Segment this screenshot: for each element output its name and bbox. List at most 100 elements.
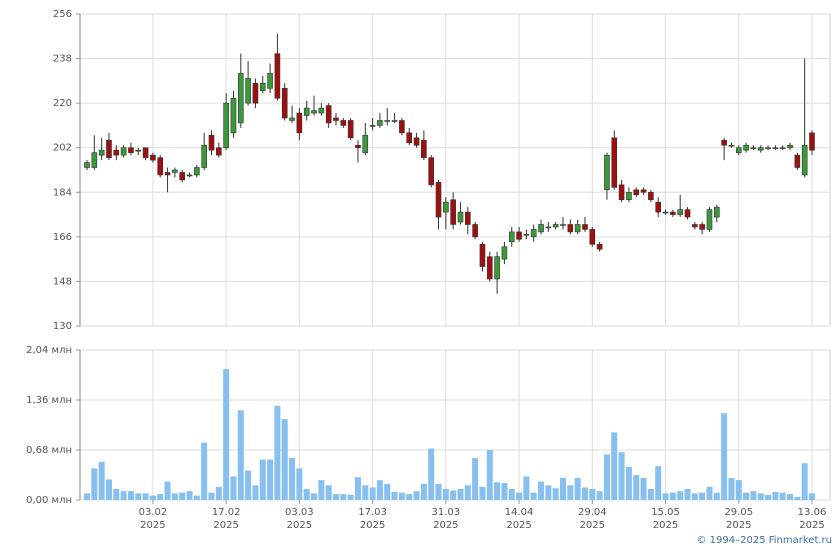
volume-bar — [706, 486, 713, 500]
volume-bar — [406, 494, 413, 500]
candle-body — [779, 147, 786, 150]
volume-bar — [347, 494, 354, 500]
candle-body — [252, 83, 259, 104]
candle-body — [245, 78, 251, 104]
volume-bar — [494, 482, 501, 500]
volume-bar — [552, 488, 559, 500]
volume-bar — [538, 481, 545, 500]
candle-body — [384, 120, 391, 122]
volume-bar — [567, 485, 574, 500]
volume-bar — [113, 488, 120, 500]
y-tick-label: 202 — [53, 143, 72, 154]
footer: © 1994–2025 Finmarket.ru — [696, 535, 832, 546]
volume-bar — [391, 491, 398, 500]
candle-body — [662, 211, 669, 214]
candle-body — [98, 149, 105, 156]
candle-body — [713, 206, 720, 218]
y-tick-label: 2,04 млн — [26, 345, 72, 356]
candle-body — [289, 117, 295, 121]
candle-body — [809, 132, 815, 151]
candle-body — [435, 182, 442, 218]
volume-bar — [428, 448, 435, 500]
candle-body — [560, 224, 566, 226]
candle-body — [611, 137, 618, 188]
candle-body — [303, 107, 310, 116]
volume-bar — [713, 492, 720, 500]
volume-bar — [245, 470, 252, 500]
volume-bar — [794, 497, 801, 500]
candle-body — [399, 120, 405, 134]
volume-bar — [625, 466, 632, 500]
y-tick-label: 1,36 млн — [26, 395, 72, 406]
volume-bar — [589, 488, 596, 500]
volume-bar — [325, 485, 332, 500]
volume-bar — [801, 463, 808, 500]
y-tick-label: 130 — [53, 321, 72, 332]
candle-body — [362, 135, 369, 153]
volume-bar — [274, 405, 281, 500]
candle-body — [223, 102, 229, 149]
volume-bar — [669, 492, 676, 500]
y-tick-label: 166 — [53, 232, 72, 243]
candle-body — [574, 224, 581, 233]
candle-body — [84, 162, 90, 168]
candle-body — [267, 73, 273, 89]
volume-bar — [757, 493, 764, 500]
y-tick-label: 238 — [53, 54, 72, 65]
candle-body — [640, 189, 647, 193]
volume-bar — [787, 494, 794, 500]
volume-bar — [464, 485, 471, 500]
volume-bar — [384, 483, 391, 500]
volume-bar — [354, 477, 361, 500]
candle-body — [582, 224, 588, 230]
volume-bar — [142, 493, 149, 500]
candle-body — [106, 139, 112, 158]
candle-body — [530, 229, 537, 238]
volume-bar — [516, 492, 523, 500]
volume-bar — [376, 480, 383, 500]
volume-bar — [472, 458, 479, 500]
candle-body — [208, 135, 215, 151]
volume-bar — [252, 485, 259, 500]
candle-body — [699, 224, 705, 230]
volume-bar — [267, 459, 274, 500]
volume-bar — [98, 461, 105, 500]
volume-bar — [677, 491, 684, 500]
candle-body — [801, 144, 808, 176]
candle-body — [237, 73, 244, 124]
candle-body — [772, 147, 779, 150]
volume-bar — [743, 492, 750, 500]
volume-bar — [750, 491, 757, 500]
candle-body — [721, 139, 727, 146]
candle-body — [450, 199, 456, 225]
candle-body — [589, 229, 596, 245]
candle-body — [406, 132, 413, 144]
volume-bar — [618, 452, 625, 500]
candle-body — [648, 191, 654, 201]
volume-bar — [596, 491, 603, 500]
volume-bar — [135, 493, 142, 500]
volume-bar — [560, 477, 567, 500]
x-tick-label: 03.02 2025 — [138, 507, 168, 531]
candle-body — [523, 234, 530, 236]
candle-body — [457, 211, 464, 223]
candle-body — [230, 97, 237, 134]
candle-body — [472, 224, 478, 238]
volume-bar — [450, 490, 457, 500]
candle-body — [347, 120, 354, 139]
x-tick-label: 17.03 2025 — [358, 507, 387, 531]
candle-body — [692, 224, 698, 228]
candle-body — [508, 231, 515, 243]
volume-bar — [149, 495, 156, 500]
volume-bar — [164, 481, 171, 500]
candle-body — [443, 201, 449, 213]
volume-bar — [237, 410, 244, 500]
volume-bar — [208, 492, 215, 500]
candle-body — [728, 144, 735, 147]
volume-bar — [765, 494, 772, 500]
candle-body — [325, 105, 332, 124]
volume-bar — [574, 477, 581, 500]
candle-body — [750, 147, 757, 150]
y-tick-label: 256 — [53, 9, 72, 20]
volume-bar — [691, 493, 698, 500]
